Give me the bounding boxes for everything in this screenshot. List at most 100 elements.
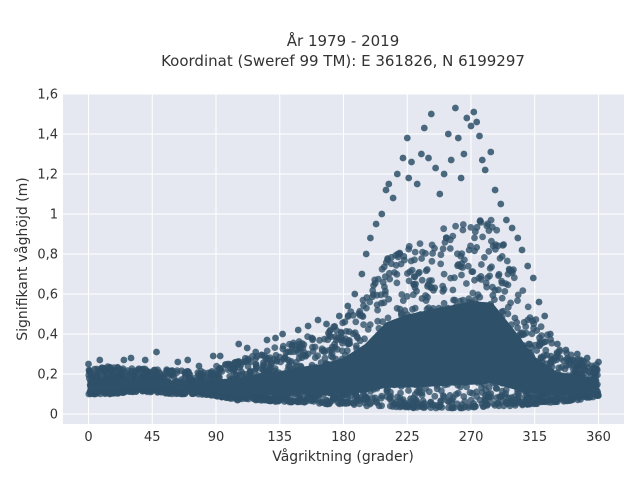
data-point	[506, 402, 514, 410]
outlier-point	[382, 186, 390, 194]
data-point	[471, 234, 478, 242]
outlier-point	[481, 166, 489, 174]
outlier-point	[444, 130, 452, 138]
data-point	[463, 280, 470, 287]
outlier-point	[476, 132, 483, 140]
data-point	[386, 275, 394, 283]
x-tick-label: 90	[208, 430, 225, 445]
y-tick-label: 0,8	[37, 248, 58, 263]
outlier-point	[535, 298, 543, 306]
x-tick-label: 135	[267, 430, 292, 445]
data-point	[444, 397, 451, 405]
data-layer	[85, 104, 602, 412]
outlier-point	[127, 354, 135, 362]
data-point	[548, 339, 556, 347]
data-point	[524, 316, 532, 324]
data-point	[497, 393, 505, 400]
data-point	[405, 387, 412, 394]
data-point	[467, 242, 474, 250]
data-point	[378, 402, 385, 410]
data-point	[384, 314, 392, 322]
data-point	[457, 404, 464, 411]
data-point	[514, 324, 521, 332]
data-point	[286, 398, 293, 406]
outlier-point	[473, 118, 481, 126]
data-point	[331, 340, 338, 348]
data-point	[439, 245, 447, 253]
data-point	[385, 295, 393, 303]
data-point	[478, 261, 485, 268]
data-point	[531, 341, 539, 349]
data-point	[498, 294, 506, 302]
outlier-point	[335, 312, 343, 320]
outlier-point	[216, 352, 224, 360]
data-point	[492, 241, 499, 249]
outlier-point	[470, 108, 478, 116]
outlier-point	[541, 312, 549, 320]
data-point	[295, 398, 303, 405]
data-point	[343, 347, 351, 355]
data-point	[382, 259, 390, 266]
data-point	[458, 260, 466, 267]
data-point	[438, 404, 446, 411]
data-point	[252, 396, 260, 404]
data-point	[373, 291, 381, 299]
data-point	[353, 392, 360, 400]
data-point	[93, 365, 101, 373]
data-point	[521, 393, 529, 401]
data-point	[158, 374, 166, 382]
outlier-point	[399, 154, 407, 162]
data-point	[422, 250, 429, 257]
data-point	[173, 367, 181, 374]
data-point	[369, 287, 377, 294]
data-point	[479, 233, 486, 241]
data-point	[458, 271, 465, 279]
data-point	[231, 361, 239, 369]
outlier-point	[447, 156, 455, 164]
x-tick-label: 0	[84, 430, 92, 445]
outlier-point	[518, 246, 526, 254]
data-point	[316, 336, 323, 344]
data-point	[446, 245, 454, 252]
data-point	[308, 393, 316, 401]
data-point	[594, 392, 602, 399]
outlier-point	[460, 150, 468, 158]
outlier-point	[272, 334, 279, 342]
data-point	[469, 389, 476, 397]
data-point	[388, 253, 395, 261]
data-point	[565, 361, 572, 369]
data-point	[501, 288, 509, 295]
y-tick-label: 1,4	[37, 128, 58, 143]
data-point	[519, 287, 527, 294]
data-point	[592, 369, 599, 376]
outlier-point	[362, 250, 370, 258]
data-point	[356, 311, 364, 319]
data-point	[271, 365, 279, 372]
data-point	[381, 283, 388, 291]
outlier-point	[546, 330, 554, 338]
outlier-point	[96, 356, 104, 364]
data-point	[185, 374, 193, 382]
data-point	[486, 272, 493, 280]
data-point	[298, 354, 306, 362]
data-point	[370, 282, 377, 289]
y-tick-label: 0	[50, 408, 58, 423]
data-point	[260, 361, 268, 369]
data-point	[326, 399, 334, 407]
dense-point-cloud	[88, 301, 599, 396]
data-point	[294, 349, 302, 357]
x-tick-label: 225	[395, 430, 420, 445]
data-point	[396, 250, 404, 258]
data-point	[134, 371, 142, 378]
data-point	[461, 398, 469, 405]
data-point	[431, 392, 439, 400]
data-point	[524, 303, 532, 311]
data-point	[464, 262, 472, 270]
outlier-point	[405, 174, 413, 182]
y-tick-label: 1	[50, 208, 58, 223]
data-point	[538, 339, 546, 347]
chart-title-line1: År 1979 - 2019	[287, 31, 400, 50]
y-tick-label: 1,6	[37, 88, 58, 103]
data-point	[374, 306, 381, 314]
